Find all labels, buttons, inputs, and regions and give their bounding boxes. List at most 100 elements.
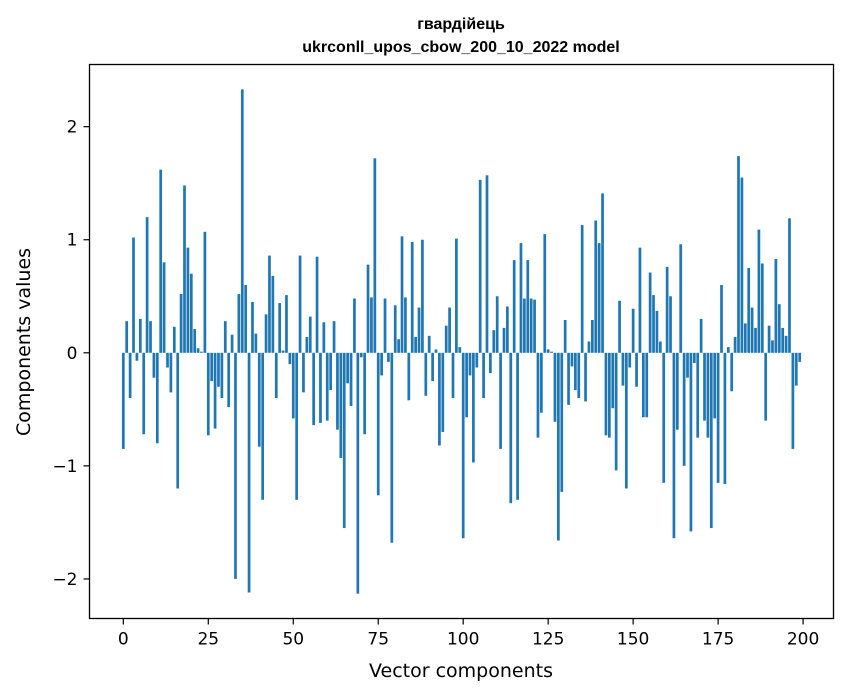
bar-component-170 xyxy=(699,318,703,353)
bar-component-129 xyxy=(560,352,564,492)
bar-component-60 xyxy=(325,352,329,421)
bar-component-26 xyxy=(210,352,214,382)
bar-component-154 xyxy=(645,352,649,418)
bar-component-148 xyxy=(624,352,628,489)
x-tick-label: 100 xyxy=(447,630,479,650)
x-tick-label: 75 xyxy=(367,630,389,650)
bar-component-82 xyxy=(400,236,404,353)
bar-component-90 xyxy=(427,335,431,353)
bar-component-38 xyxy=(251,301,254,353)
bar-component-171 xyxy=(703,352,706,421)
bar-component-101 xyxy=(465,352,468,418)
bar-component-36 xyxy=(244,284,248,353)
bar-component-98 xyxy=(455,238,458,353)
bar-component-7 xyxy=(145,217,149,353)
bar-component-110 xyxy=(495,296,499,353)
bar-component-71 xyxy=(363,352,366,435)
bar-component-113 xyxy=(506,306,509,353)
x-tick-label: 25 xyxy=(197,630,219,650)
bar-component-45 xyxy=(274,352,278,399)
bar-component-139 xyxy=(594,220,598,353)
bar-component-122 xyxy=(536,352,540,438)
bar-component-21 xyxy=(193,329,197,353)
y-tick-label: 1 xyxy=(67,231,78,251)
bar-component-162 xyxy=(672,352,676,539)
bar-component-127 xyxy=(553,352,557,422)
bar-component-156 xyxy=(652,295,655,353)
bar-component-169 xyxy=(696,352,700,438)
bar-component-69 xyxy=(356,352,360,594)
bar-component-142 xyxy=(604,352,608,436)
bar-component-35 xyxy=(240,89,244,353)
bar-component-34 xyxy=(237,294,241,353)
bar-component-55 xyxy=(308,316,312,353)
bar-component-163 xyxy=(675,352,679,430)
x-tick-label: 200 xyxy=(787,630,819,650)
y-tick-label: 0 xyxy=(67,344,78,364)
x-axis-label: Vector components xyxy=(369,660,553,682)
bar-component-80 xyxy=(393,305,397,353)
bar-component-131 xyxy=(567,352,570,405)
bar-component-137 xyxy=(587,341,591,353)
bar-component-72 xyxy=(366,264,370,353)
bar-component-0 xyxy=(121,352,125,449)
bar-component-93 xyxy=(438,352,441,446)
bar-component-105 xyxy=(478,179,482,353)
bar-component-167 xyxy=(689,352,693,532)
bar-component-192 xyxy=(774,258,778,353)
bar-component-66 xyxy=(346,352,349,384)
bar-component-6 xyxy=(142,352,146,435)
bar-component-39 xyxy=(254,333,258,353)
x-axis-ticks: 0 25 50 75 100 125 150 175 200 xyxy=(118,618,819,650)
bar-component-4 xyxy=(135,352,139,361)
bar-component-108 xyxy=(489,352,492,374)
bar-component-107 xyxy=(485,175,489,353)
bar-component-17 xyxy=(179,294,183,353)
bar-component-100 xyxy=(461,352,465,539)
bar-component-50 xyxy=(291,352,295,419)
bar-component-102 xyxy=(468,352,472,376)
bar-component-158 xyxy=(658,341,662,353)
plot-frame xyxy=(88,63,835,620)
bar-component-124 xyxy=(543,234,547,353)
bar-component-178 xyxy=(726,347,730,353)
bar-component-125 xyxy=(546,349,550,353)
bar-component-12 xyxy=(162,262,166,353)
bar-component-1 xyxy=(125,321,129,353)
bar-component-198 xyxy=(794,352,798,386)
bar-component-25 xyxy=(206,352,210,436)
bar-component-86 xyxy=(414,336,417,353)
bar-component-106 xyxy=(482,352,485,399)
bar-component-143 xyxy=(607,352,611,438)
bar-component-75 xyxy=(376,352,380,496)
bar-component-52 xyxy=(298,255,302,353)
bar-component-18 xyxy=(183,185,186,353)
bar-component-77 xyxy=(383,298,387,353)
bar-component-15 xyxy=(172,326,176,353)
bar-component-153 xyxy=(641,352,645,418)
bar-component-41 xyxy=(261,352,265,500)
chart-title-model: ukrconll_upos_cbow_200_10_2022 model xyxy=(302,39,619,56)
bar-component-166 xyxy=(686,352,689,378)
bar-component-144 xyxy=(611,352,615,409)
x-tick-label: 50 xyxy=(282,630,304,650)
bar-component-180 xyxy=(733,336,737,353)
bar-component-70 xyxy=(359,352,363,358)
bar-component-79 xyxy=(390,352,394,543)
bar-component-8 xyxy=(149,321,152,353)
bar-component-29 xyxy=(220,352,224,399)
bar-component-65 xyxy=(342,352,346,529)
bar-component-188 xyxy=(760,263,764,353)
bar-component-182 xyxy=(740,177,744,353)
bar-component-135 xyxy=(580,225,584,353)
bar-component-147 xyxy=(621,352,625,386)
bar-component-30 xyxy=(223,321,227,353)
bar-component-177 xyxy=(723,352,727,484)
bar-component-186 xyxy=(754,327,757,353)
bar-component-103 xyxy=(472,352,475,463)
chart-title-word: гвардійець xyxy=(417,16,505,33)
bar-component-42 xyxy=(264,314,268,353)
bar-component-87 xyxy=(417,307,421,353)
bar-component-193 xyxy=(777,304,781,353)
x-tick-label: 150 xyxy=(617,630,649,650)
